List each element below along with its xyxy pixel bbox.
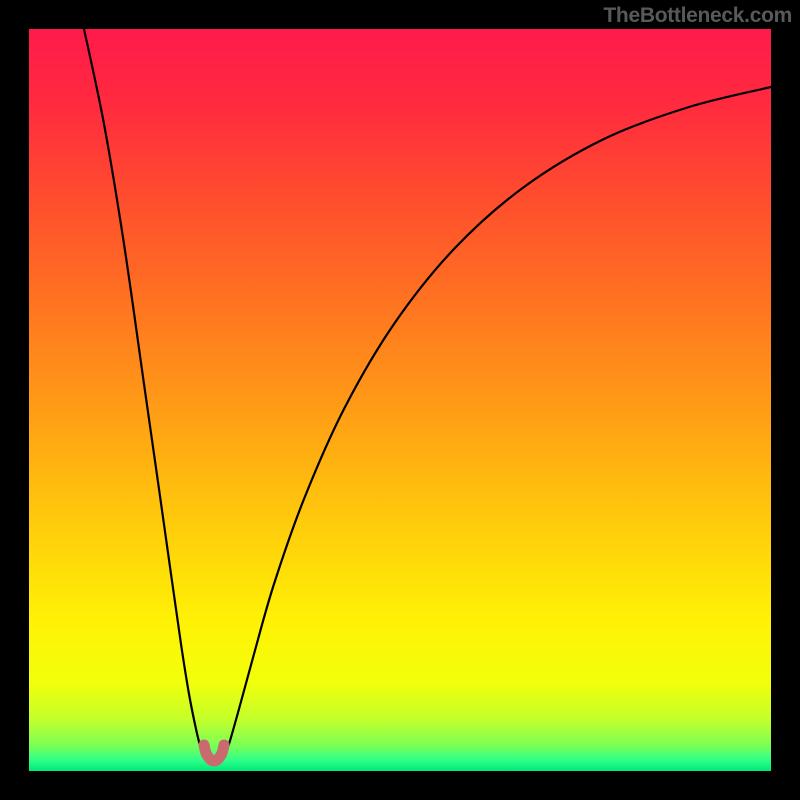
- chart-frame: TheBottleneck.com: [0, 0, 800, 800]
- watermark-text: TheBottleneck.com: [603, 4, 792, 28]
- plot-area: [29, 29, 771, 771]
- gradient-background: [29, 29, 771, 771]
- chart-svg: [29, 29, 771, 771]
